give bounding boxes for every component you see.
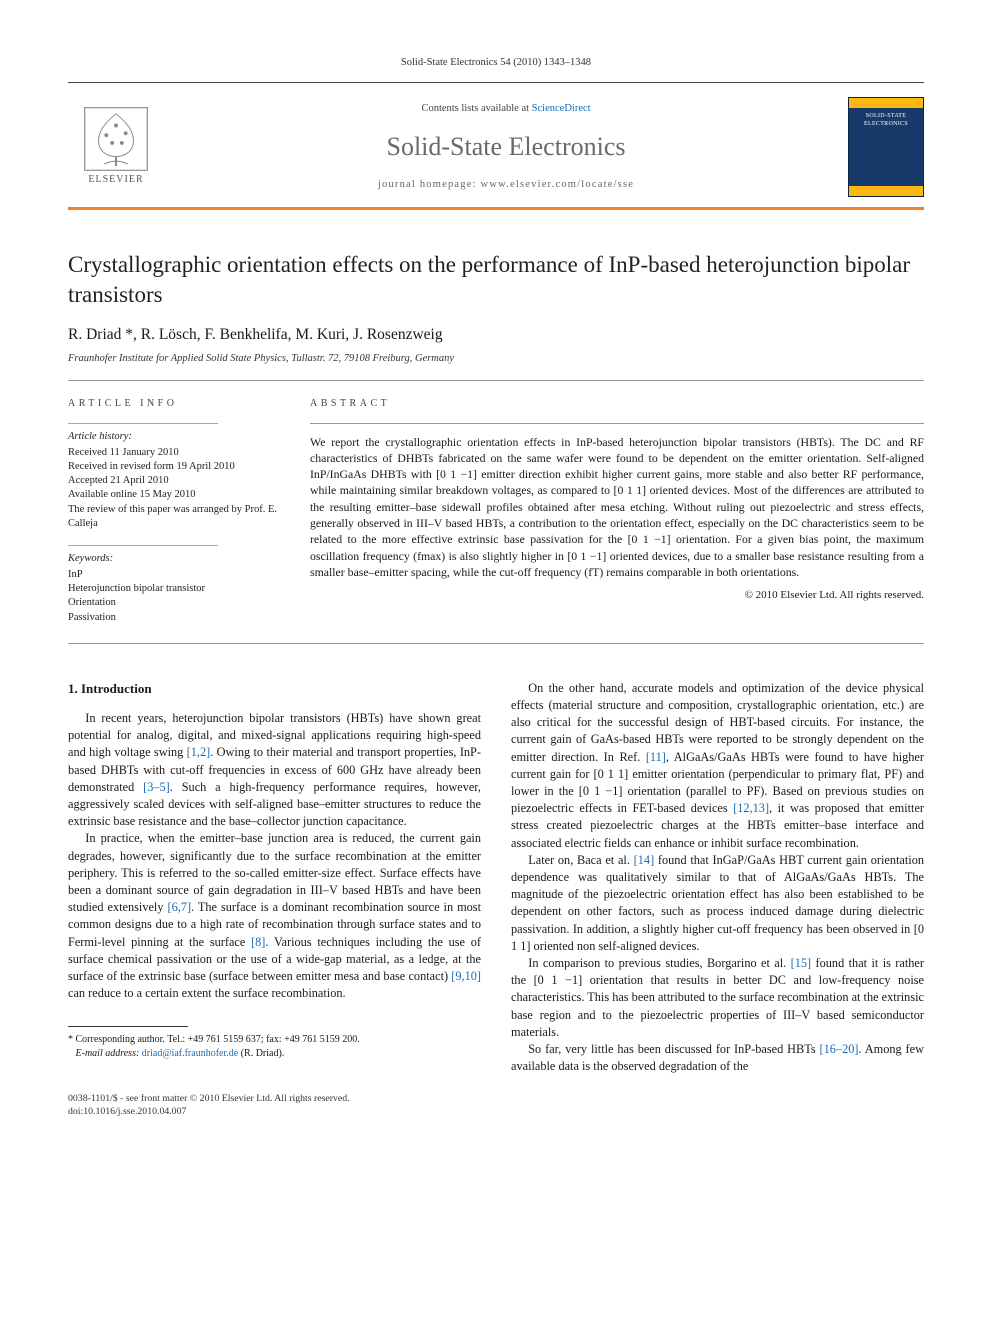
ref-link[interactable]: [12,13] <box>733 801 769 815</box>
elsevier-wordmark: ELSEVIER <box>88 173 143 187</box>
cover-body <box>849 132 923 186</box>
email-tail: (R. Driad). <box>241 1048 285 1059</box>
history-head: Article history: <box>68 430 282 444</box>
article-title: Crystallographic orientation effects on … <box>68 250 924 309</box>
cover-gold-bar-top <box>849 98 923 108</box>
contents-prefix: Contents lists available at <box>421 103 531 114</box>
para-6: So far, very little has been discussed f… <box>511 1041 924 1075</box>
rule-below-abstract <box>68 643 924 644</box>
ref-link[interactable]: [15] <box>791 956 812 970</box>
doi-line[interactable]: doi:10.1016/j.sse.2010.04.007 <box>68 1106 924 1119</box>
para-3: On the other hand, accurate models and o… <box>511 680 924 852</box>
history-received: Received 11 January 2010 <box>68 446 282 460</box>
ref-link[interactable]: [1,2] <box>187 745 211 759</box>
top-rule <box>68 82 924 83</box>
abstract-copyright: © 2010 Elsevier Ltd. All rights reserved… <box>310 588 924 603</box>
article-info-block: ARTICLE INFO Article history: Received 1… <box>68 397 282 625</box>
elsevier-logo[interactable]: ELSEVIER <box>68 107 164 187</box>
affiliation: Fraunhofer Institute for Applied Solid S… <box>68 352 924 366</box>
email-link[interactable]: driad@iaf.fraunhofer.de <box>142 1048 238 1059</box>
cover-title: SOLID-STATE ELECTRONICS <box>849 108 923 132</box>
email-label: E-mail address: <box>76 1048 140 1059</box>
ref-link[interactable]: [9,10] <box>451 969 481 983</box>
footnote-separator <box>68 1026 188 1027</box>
ref-link[interactable]: [6,7] <box>167 900 191 914</box>
review-note: The review of this paper was arranged by… <box>68 503 282 531</box>
keyword-1: Heterojunction bipolar transistor <box>68 582 282 596</box>
ref-link[interactable]: [16–20] <box>820 1042 859 1056</box>
ref-link[interactable]: [3–5] <box>143 780 170 794</box>
history-revised: Received in revised form 19 April 2010 <box>68 460 282 474</box>
brand-row: ELSEVIER Contents lists available at Sci… <box>68 91 924 201</box>
cover-gold-bar-bottom <box>849 186 923 196</box>
author-list: R. Driad *, R. Lösch, F. Benkhelifa, M. … <box>68 325 924 346</box>
journal-cover-thumb[interactable]: SOLID-STATE ELECTRONICS <box>848 97 924 197</box>
journal-title: Solid-State Electronics <box>178 129 834 164</box>
brand-center: Contents lists available at ScienceDirec… <box>178 102 834 191</box>
keywords-head: Keywords: <box>68 552 282 566</box>
abstract-block: ABSTRACT We report the crystallographic … <box>310 397 924 625</box>
journal-homepage[interactable]: journal homepage: www.elsevier.com/locat… <box>178 178 834 192</box>
para-5: In comparison to previous studies, Borga… <box>511 955 924 1041</box>
corresponding-footnote: * Corresponding author. Tel.: +49 761 51… <box>68 1033 481 1060</box>
ref-link[interactable]: [11] <box>646 750 666 764</box>
ref-link[interactable]: [14] <box>634 853 655 867</box>
bottom-meta: 0038-1101/$ - see front matter © 2010 El… <box>68 1093 924 1118</box>
running-head: Solid-State Electronics 54 (2010) 1343–1… <box>68 56 924 70</box>
front-matter-line: 0038-1101/$ - see front matter © 2010 El… <box>68 1093 924 1106</box>
keyword-2: Orientation <box>68 596 282 610</box>
elsevier-tree-icon <box>84 107 148 171</box>
history-online: Available online 15 May 2010 <box>68 488 282 502</box>
contents-line: Contents lists available at ScienceDirec… <box>178 102 834 116</box>
sciencedirect-link[interactable]: ScienceDirect <box>532 103 591 114</box>
history-accepted: Accepted 21 April 2010 <box>68 474 282 488</box>
article-info-label: ARTICLE INFO <box>68 397 282 411</box>
orange-rule <box>68 207 924 210</box>
para-4: Later on, Baca et al. [14] found that In… <box>511 852 924 955</box>
corr-line: * Corresponding author. Tel.: +49 761 51… <box>68 1034 360 1045</box>
section-heading-introduction: 1. Introduction <box>68 680 481 698</box>
abstract-label: ABSTRACT <box>310 397 924 411</box>
keyword-0: InP <box>68 568 282 582</box>
para-2: In practice, when the emitter–base junct… <box>68 830 481 1002</box>
keyword-3: Passivation <box>68 611 282 625</box>
body-columns: 1. Introduction In recent years, heteroj… <box>68 680 924 1076</box>
abstract-text: We report the crystallographic orientati… <box>310 434 924 580</box>
para-1: In recent years, heterojunction bipolar … <box>68 710 481 830</box>
ref-link[interactable]: [8] <box>251 935 265 949</box>
